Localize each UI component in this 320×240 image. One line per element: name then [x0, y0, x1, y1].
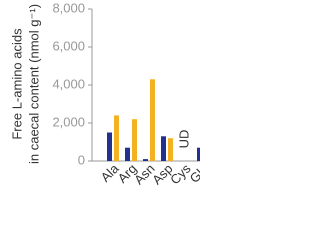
y-tick-label: 2,000 [52, 114, 85, 129]
y-tick-label: 0 [78, 152, 85, 167]
y-tick-label: 4,000 [52, 76, 85, 91]
bar [161, 136, 166, 161]
x-tick-label: Gln [187, 161, 200, 186]
y-tick-label: 8,000 [52, 0, 85, 15]
bar [125, 147, 130, 161]
bar [107, 132, 112, 161]
bar [132, 119, 137, 161]
chart: Free L-amino acids in caecal content (nm… [9, 0, 200, 187]
bar [168, 138, 173, 161]
bar [114, 115, 119, 161]
y-axis-label: in caecal content (nmol g⁻¹) [26, 4, 41, 164]
bar [150, 79, 155, 161]
y-tick-label: 6,000 [52, 38, 85, 53]
bar [197, 147, 200, 161]
annotation: UD [176, 130, 191, 149]
bar [143, 159, 148, 161]
y-axis-label: Free L-amino acids [9, 28, 24, 140]
